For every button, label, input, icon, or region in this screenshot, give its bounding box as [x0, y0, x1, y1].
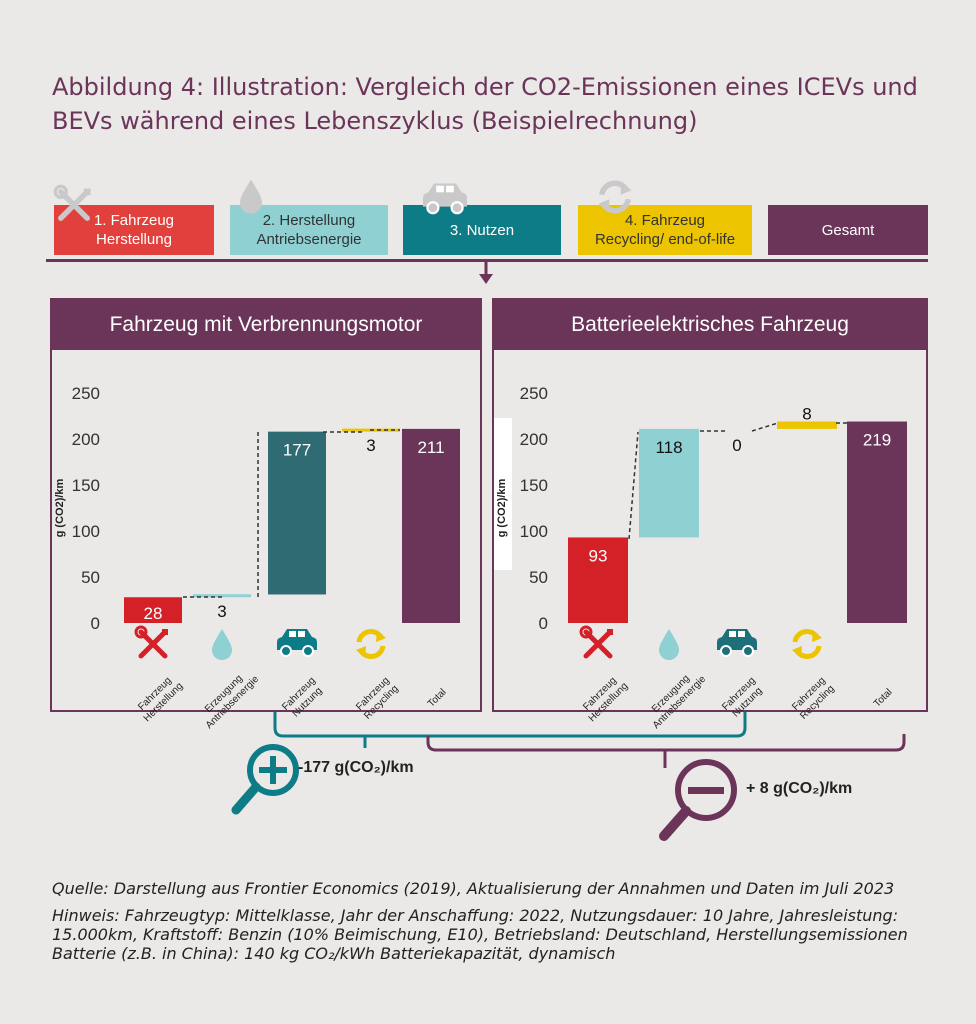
recycle-icon	[356, 629, 386, 659]
connector-line	[751, 422, 779, 432]
connector-line	[628, 431, 639, 540]
water-drop-icon	[659, 629, 679, 660]
down-arrow-icon	[479, 262, 493, 284]
bar-value-label: 8	[802, 405, 811, 424]
minus-summary-text: + 8 g(CO₂)/km	[746, 780, 853, 797]
y-axis-label: g (CO2)/km	[54, 478, 66, 537]
legend-label: 4. Fahrzeug Recycling/ end-of-life	[594, 212, 736, 248]
bar-value-label: 177	[283, 441, 311, 460]
bev-panel-title: Batterieelektrisches Fahrzeug	[494, 300, 926, 350]
y-tick-label: 200	[72, 430, 100, 449]
water-drop-icon	[212, 629, 232, 660]
bar-4	[777, 421, 837, 429]
legend-item-3: 3. Nutzen	[403, 205, 561, 255]
legend-label: 2. Herstellung Antriebsenergie	[256, 212, 362, 248]
bar-value-label: 28	[144, 604, 163, 623]
y-tick-label: 0	[91, 614, 100, 633]
legend-item-2: 2. Herstellung Antriebsenergie	[230, 205, 388, 255]
wrench-screwdriver-icon	[53, 184, 91, 221]
car-icon	[277, 629, 317, 657]
figure-title: Abbildung 4: Illustration: Vergleich der…	[52, 73, 918, 135]
bar-1	[124, 597, 182, 623]
legend-item-4: 4. Fahrzeug Recycling/ end-of-life	[578, 205, 752, 255]
bar-value-label: 118	[655, 438, 682, 457]
bar-5	[847, 421, 907, 623]
y-tick-label: 250	[520, 384, 548, 403]
y-tick-label: 100	[520, 522, 548, 541]
bar-3	[268, 431, 326, 595]
legend-label: 3. Nutzen	[449, 221, 515, 239]
hint-note: Hinweis: Fahrzeugtyp: Mittelklasse, Jahr…	[52, 906, 908, 963]
water-drop-icon	[240, 179, 262, 214]
bar-5	[402, 428, 460, 623]
bar-value-label: 93	[589, 546, 608, 565]
bar-2	[193, 594, 251, 598]
legend-item-5: Gesamt	[768, 205, 928, 255]
legend-divider	[46, 259, 928, 262]
bev-panel: Batterieelektrisches Fahrzeug	[492, 298, 928, 712]
bar-value-label: 3	[366, 436, 375, 455]
y-tick-label: 0	[539, 614, 548, 633]
wrench-screwdriver-icon	[579, 625, 613, 659]
wrench-screwdriver-icon	[134, 625, 168, 659]
recycle-icon	[598, 180, 632, 214]
y-tick-label: 50	[81, 568, 100, 587]
bar-value-label: 3	[217, 602, 226, 621]
bar-1	[568, 537, 628, 623]
bar-value-label: 219	[863, 431, 891, 450]
plus-bracket	[273, 712, 747, 738]
legend-label: 1. Fahrzeug Herstellung	[93, 212, 175, 248]
y-tick-label: 150	[72, 476, 100, 495]
y-tick-label: 250	[72, 384, 100, 403]
source-note: Quelle: Darstellung aus Frontier Economi…	[52, 879, 895, 898]
plus-summary-text: -177 g(CO₂)/km	[298, 759, 414, 776]
legend-icons	[53, 179, 632, 221]
plus-magnifier-icon	[231, 744, 299, 815]
legend-label: Gesamt	[821, 221, 875, 239]
y-tick-label: 100	[72, 522, 100, 541]
y-tick-label: 150	[520, 476, 548, 495]
y-tick-label: 50	[529, 568, 548, 587]
bar-2	[639, 428, 699, 538]
recycle-icon	[792, 629, 822, 659]
icev-panel-title: Fahrzeug mit Verbrennungsmotor	[52, 300, 480, 350]
bar-value-label: 0	[732, 436, 741, 455]
car-icon	[717, 629, 757, 657]
y-tick-label: 200	[520, 430, 548, 449]
y-axis-label: g (CO2)/km	[496, 478, 508, 537]
bar-value-label: 211	[417, 438, 444, 457]
minus-magnifier-icon	[659, 759, 737, 841]
car-icon	[423, 183, 467, 215]
